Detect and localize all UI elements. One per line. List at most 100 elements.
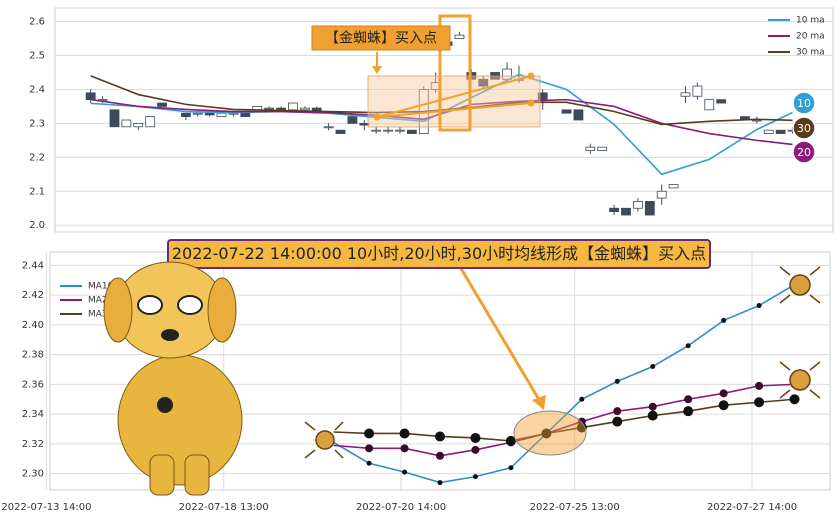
candle-body	[145, 116, 156, 128]
point	[576, 422, 587, 433]
candle-body	[85, 92, 96, 101]
point	[364, 428, 375, 439]
candle-body	[157, 102, 167, 107]
annotation: 【金蜘蛛】买入点	[325, 31, 437, 47]
candle-body	[704, 99, 715, 111]
badge-label: 10	[797, 97, 811, 110]
point	[684, 395, 693, 404]
candle-body	[454, 34, 465, 39]
point	[719, 389, 728, 398]
point	[400, 444, 409, 453]
y-tick-label: 2.2	[29, 152, 45, 163]
x-tick-label: 2022-07-18 13:00	[179, 502, 269, 513]
point	[789, 394, 800, 405]
point	[647, 410, 658, 421]
point	[470, 432, 481, 443]
candle-body	[406, 129, 417, 134]
arrowhead	[532, 395, 546, 410]
candle-body	[633, 201, 643, 209]
point	[505, 435, 516, 446]
point	[437, 480, 443, 486]
candle-body	[228, 112, 239, 115]
highlight-ellipse	[513, 410, 587, 456]
annotation: 2022-07-22 14:00:00 10小时,20小时,30小时均线形成【金…	[172, 244, 706, 263]
guide-line	[376, 102, 532, 118]
y-tick-label: 2.3	[29, 118, 45, 129]
y-tick-label: 2.34	[22, 409, 44, 420]
legend-label: MA10	[88, 282, 114, 292]
candle-body	[668, 184, 679, 189]
candle-body	[656, 190, 667, 199]
candle-body	[692, 85, 703, 97]
candle-body	[716, 99, 727, 104]
point	[755, 381, 764, 390]
x-tick-label: 2022-07-20 14:00	[356, 502, 446, 513]
ma-line	[333, 284, 795, 484]
candle-body	[299, 107, 310, 111]
candle-body	[347, 116, 358, 124]
badge-label: 30	[797, 122, 811, 135]
point	[435, 431, 445, 442]
candle-body	[395, 129, 405, 132]
candle-body	[288, 102, 298, 111]
legend-label: 30 ma	[796, 48, 825, 58]
y-tick-label: 2.42	[22, 290, 44, 301]
guide-dot	[527, 72, 535, 80]
x-tick-label: 2022-07-25 13:00	[530, 502, 620, 513]
candle-body	[621, 207, 631, 216]
point	[579, 396, 585, 402]
point	[754, 397, 765, 408]
candle-body	[323, 126, 334, 129]
candle-body	[359, 122, 370, 126]
arrow	[448, 249, 540, 399]
candle-body	[383, 129, 393, 132]
point	[436, 451, 444, 460]
legend-label: 20 ma	[796, 32, 825, 42]
point	[683, 406, 694, 417]
candle-body	[644, 201, 655, 216]
point	[472, 474, 478, 480]
top-chart: 2.0 2.1 2.2 2.3 2.4 2.5 2.6 10 ma 10 20 ma 20 30 ma…	[29, 16, 833, 231]
point	[365, 444, 374, 453]
candle-body	[680, 92, 691, 97]
candle-body	[180, 112, 191, 118]
candle-body	[585, 146, 596, 151]
arrowhead	[372, 66, 382, 74]
candle-body	[597, 146, 608, 151]
candle-body	[335, 129, 346, 134]
candle-body	[502, 68, 512, 80]
guide-dot	[527, 99, 535, 107]
candle-body	[775, 129, 786, 134]
buy-point-box	[438, 14, 472, 132]
ma-line	[90, 98, 793, 146]
badge	[792, 140, 816, 164]
candle-body	[478, 78, 489, 87]
point	[508, 465, 514, 471]
y-tick-label: 2.4	[29, 84, 45, 95]
candle-body	[763, 129, 774, 134]
annotation-box	[167, 239, 711, 269]
point	[614, 378, 620, 384]
point	[721, 317, 727, 323]
y-tick-label: 2.5	[29, 51, 45, 62]
candle-body	[276, 107, 286, 111]
badge	[792, 116, 816, 140]
y-tick-label: 2.6	[29, 17, 45, 28]
ma-line	[333, 398, 795, 442]
badge	[792, 91, 816, 115]
y-tick-label: 2.38	[22, 350, 44, 361]
point	[471, 445, 480, 454]
ma-line	[90, 75, 793, 126]
point	[685, 343, 691, 349]
y-tick-label: 2.30	[22, 469, 44, 480]
candle-body	[537, 92, 548, 101]
top-frame	[54, 7, 834, 233]
candle-body	[240, 112, 251, 118]
legend-label: MA20	[88, 296, 114, 306]
highlight-region	[367, 75, 541, 128]
point	[402, 469, 408, 475]
x-tick-label: 2022-07-27 14:00	[707, 502, 797, 513]
candle-body	[609, 207, 620, 213]
candle-body	[216, 112, 227, 118]
